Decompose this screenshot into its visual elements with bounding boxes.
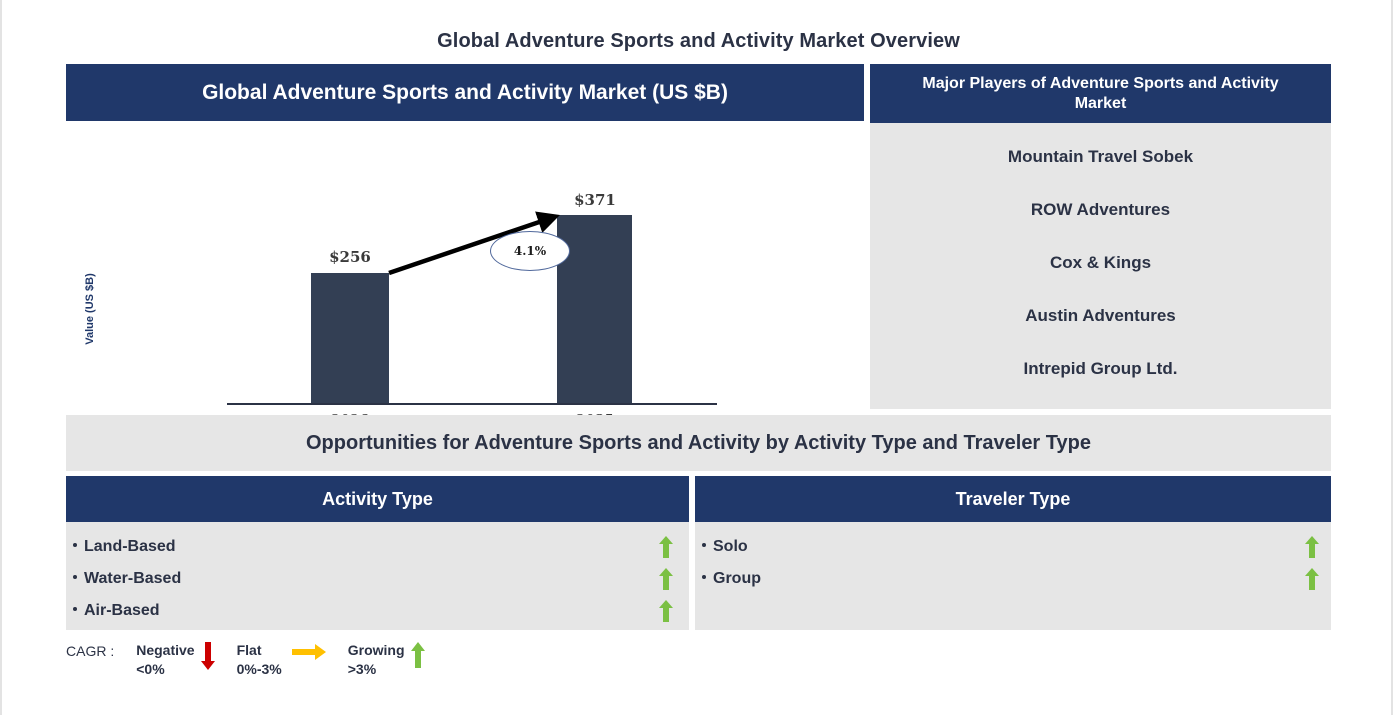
list-item: Cox & Kings <box>1049 252 1152 272</box>
bullet-icon <box>702 543 706 548</box>
cagr-callout: 4.1% <box>490 231 570 271</box>
market-chart-header: Global Adventure Sports and Activity Mar… <box>66 64 864 121</box>
list-item: Mountain Travel Sobek <box>1007 147 1194 167</box>
traveler-type-header: Traveler Type <box>695 476 1331 522</box>
list-item: Intrepid Group Ltd. <box>1023 358 1178 378</box>
list-item: Solo <box>695 531 1331 563</box>
opportunities-band: Opportunities for Adventure Sports and A… <box>66 415 1331 471</box>
page-title: Global Adventure Sports and Activity Mar… <box>437 30 960 52</box>
cagr-legend-flat: Flat 0%-3% <box>237 641 326 679</box>
growing-arrow-icon <box>1305 536 1319 558</box>
list-item: Land-Based <box>66 531 689 563</box>
bullet-icon <box>73 575 77 580</box>
list-item: ROW Adventures <box>1030 200 1171 220</box>
cagr-legend-negative-text: Negative <0% <box>136 642 195 677</box>
major-players-panel: Major Players of Adventure Sports and Ac… <box>870 64 1331 409</box>
activity-type-label: Land-Based <box>66 538 176 556</box>
activity-type-panel: Activity Type Land-Based Water-Based Air… <box>66 476 689 630</box>
bullet-icon <box>73 543 77 548</box>
bar-2026 <box>311 273 389 403</box>
cagr-legend-title: CAGR : <box>66 643 115 659</box>
market-chart-panel: Global Adventure Sports and Activity Mar… <box>66 64 864 461</box>
right-arrow-icon <box>291 644 326 660</box>
major-players-list: Mountain Travel Sobek ROW Adventures Cox… <box>870 123 1331 409</box>
list-item: Austin Adventures <box>1025 305 1176 325</box>
bar-value-2035: $371 <box>574 191 616 209</box>
x-axis-line <box>227 403 717 405</box>
bar-value-2026: $256 <box>329 248 371 266</box>
cagr-legend-flat-text: Flat 0%-3% <box>236 642 282 677</box>
market-chart-body: Value (US $B) $256 $371 2026 2035 4.1% S… <box>66 121 864 461</box>
activity-type-list: Land-Based Water-Based Air-Based <box>66 522 689 627</box>
activity-type-label: Water-Based <box>66 570 181 588</box>
opportunities-title: Opportunities for Adventure Sports and A… <box>306 431 1091 454</box>
list-item: Water-Based <box>66 563 689 595</box>
traveler-type-list: Solo Group <box>695 522 1331 595</box>
list-item: Group <box>695 563 1331 595</box>
cagr-legend-growing: Growing >3% <box>348 641 425 679</box>
activity-type-label: Air-Based <box>66 602 160 620</box>
traveler-type-panel: Traveler Type Solo Group <box>695 476 1331 630</box>
major-players-header: Major Players of Adventure Sports and Ac… <box>870 64 1331 123</box>
traveler-type-label: Solo <box>695 538 748 556</box>
growing-arrow-icon <box>659 536 673 558</box>
traveler-type-label: Group <box>695 570 761 588</box>
cagr-legend-negative: Negative <0% <box>136 641 215 679</box>
activity-type-header: Activity Type <box>66 476 689 522</box>
list-item: Air-Based <box>66 595 689 627</box>
bullet-icon <box>73 607 77 612</box>
cagr-legend: CAGR : Negative <0% Flat 0%-3% Growing >… <box>66 641 425 679</box>
trend-arrow-icon <box>388 211 560 276</box>
cagr-callout-value: 4.1% <box>513 244 547 258</box>
bar-2035 <box>557 215 632 403</box>
bullet-icon <box>702 575 706 580</box>
growing-arrow-icon <box>659 600 673 622</box>
down-arrow-icon <box>200 642 215 670</box>
growing-arrow-icon <box>1305 568 1319 590</box>
up-arrow-icon <box>410 642 425 668</box>
cagr-legend-growing-text: Growing >3% <box>347 642 405 677</box>
growing-arrow-icon <box>659 568 673 590</box>
